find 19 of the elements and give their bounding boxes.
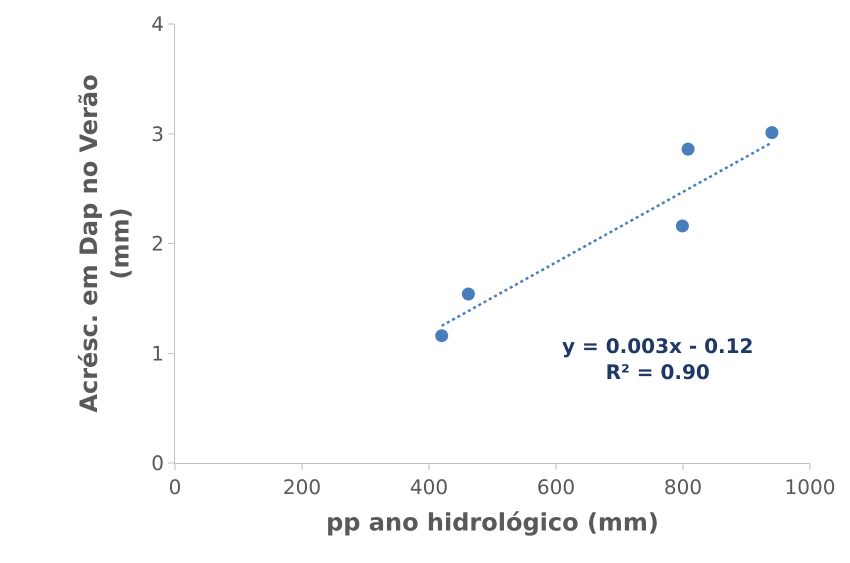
x-axis-title: pp ano hidrológico (mm): [326, 508, 659, 536]
point: [682, 142, 695, 156]
x-tick-label: 600: [536, 475, 576, 499]
x-tick-label: 800: [664, 475, 702, 499]
point: [462, 287, 475, 300]
y-tick-label: 4: [151, 12, 164, 36]
y-tick-label: 2: [151, 232, 164, 256]
y-tick-label: 0: [151, 451, 164, 475]
point: [435, 329, 448, 342]
point: [676, 219, 689, 232]
x-tick-label: 400: [410, 475, 448, 499]
y-axis-title: Acrésc. em Dap no Verão (mm): [75, 74, 134, 413]
y-tick-label: 1: [151, 341, 164, 366]
point: [765, 126, 778, 140]
x-tick-label: 200: [282, 475, 322, 499]
x-tick-label: 1000: [784, 475, 836, 499]
annotation: y = 0.003x - 0.12 R² = 0.90: [562, 334, 754, 384]
x-tick-label: 0: [168, 475, 182, 499]
y-tick-label: 3: [151, 122, 164, 146]
